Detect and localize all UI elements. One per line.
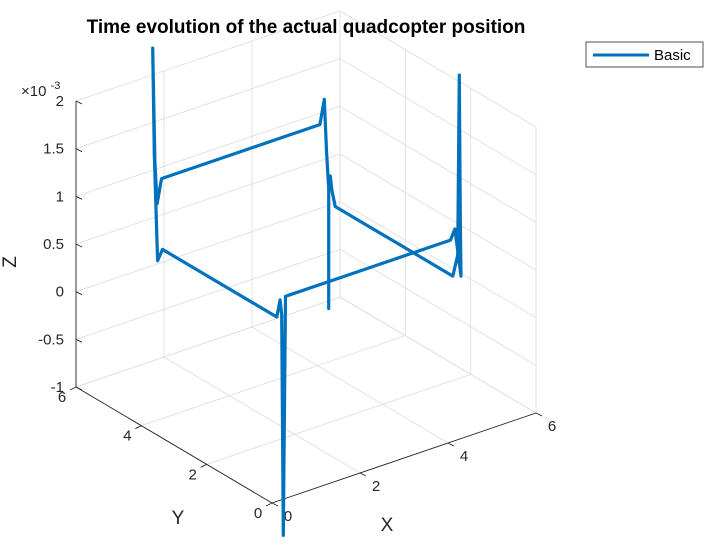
z-tick-label: 1 [56, 188, 64, 205]
legend: Basic [585, 41, 704, 68]
x-tick-label: 4 [460, 448, 468, 465]
grid-line-back-z [75, 153, 341, 245]
y-tick-label: 6 [58, 389, 66, 406]
grid-line-side-z [339, 105, 537, 223]
z-tick-label: -0.5 [38, 331, 64, 348]
chart-title: Time evolution of the actual quadcopter … [87, 17, 526, 38]
z-tick-mark [75, 195, 83, 200]
y-tick-mark [135, 425, 142, 430]
tick-marks [69, 100, 543, 507]
grid-line-side-z [339, 248, 537, 366]
grid-line-side-z [339, 153, 537, 271]
series-lines [151, 46, 463, 537]
grid-line-back-z [75, 10, 341, 102]
z-tick-label: 2 [56, 93, 64, 110]
z-tick-label: -1 [51, 379, 64, 396]
z-tick-label: 1.5 [43, 141, 64, 158]
grid-line-side-z [339, 58, 537, 176]
axis-lines [75, 101, 537, 504]
grid-line-back-z [75, 248, 341, 340]
z-axis-label: Z [0, 256, 21, 268]
x-tick-mark [359, 472, 367, 477]
z-tick-label: 0.5 [43, 236, 64, 253]
legend-entry-basic: Basic [654, 47, 691, 64]
grid-line-back-z [75, 58, 341, 150]
y-axis-line [75, 386, 273, 504]
grid-line-back-z [75, 201, 341, 293]
x-tick-label: 2 [372, 478, 380, 495]
y-axis-label: Y [172, 508, 185, 529]
z-tick-label: 0 [56, 284, 64, 301]
z-exponent-power: -3 [51, 80, 61, 92]
x-tick-mark [271, 502, 279, 507]
x-tick-mark [535, 412, 543, 417]
z-tick-mark [75, 291, 83, 296]
grid-line-back-z [75, 105, 341, 197]
z-tick-mark [75, 100, 83, 105]
grid-lines [75, 10, 537, 504]
x-tick-mark [447, 442, 455, 447]
grid-line-back-z [75, 296, 341, 388]
series-line-basic [151, 46, 463, 537]
grid-line-floor-y [141, 335, 406, 427]
grid-line-side-z [339, 10, 537, 128]
y-tick-mark [69, 386, 77, 391]
grid-line-side-z [339, 201, 537, 319]
x-axis-line [271, 412, 537, 504]
y-tick-label: 2 [188, 466, 196, 483]
z-tick-mark [75, 338, 83, 343]
y-tick-mark [200, 463, 207, 468]
z-exponent-label: ×10 -3 [21, 80, 60, 100]
x-tick-label: 0 [284, 508, 292, 525]
grid-line-floor-x [163, 356, 361, 474]
grid-line-floor-y [206, 373, 471, 465]
z-tick-mark [75, 243, 83, 248]
y-tick-label: 4 [123, 428, 131, 445]
y-tick-mark [265, 502, 273, 507]
grid-line-side-z [339, 296, 537, 414]
z-tick-mark [75, 148, 83, 153]
y-tick-label: 0 [254, 505, 262, 522]
x-axis-label: X [381, 515, 394, 536]
x-tick-label: 6 [548, 418, 556, 435]
z-exponent-base: ×10 [21, 83, 46, 100]
z-tick-mark [75, 386, 83, 391]
